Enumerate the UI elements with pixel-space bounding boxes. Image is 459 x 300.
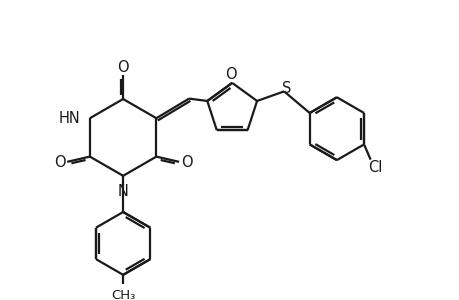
Text: CH₃: CH₃ [111,289,135,300]
Text: O: O [180,155,192,170]
Text: O: O [117,60,129,75]
Text: O: O [225,67,236,82]
Text: S: S [282,81,291,96]
Text: O: O [54,155,66,170]
Text: Cl: Cl [367,160,381,175]
Text: N: N [118,184,128,199]
Text: HN: HN [58,111,80,126]
